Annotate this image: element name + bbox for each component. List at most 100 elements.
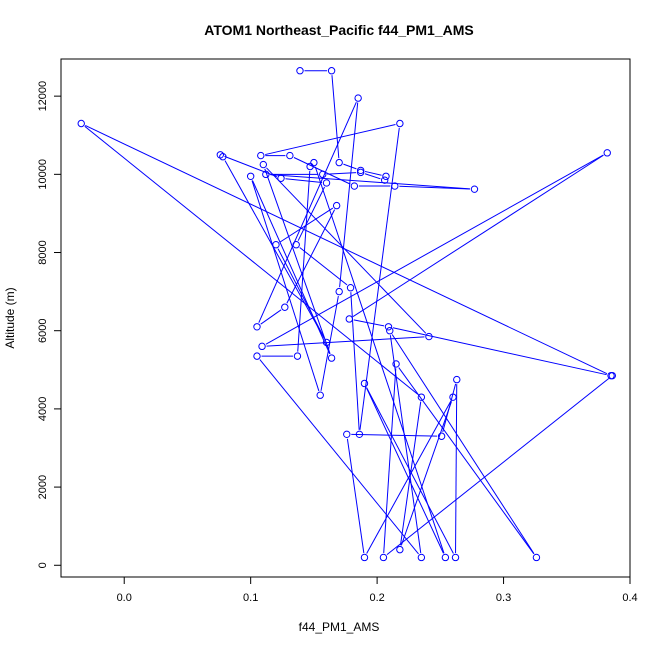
- chart-title: ATOM1 Northeast_Pacific f44_PM1_AMS: [204, 22, 473, 38]
- series-segment: [260, 309, 282, 325]
- data-point: [417, 553, 426, 562]
- data-point: [322, 338, 331, 347]
- series-segment: [331, 75, 340, 159]
- series-segment: [343, 163, 357, 170]
- x-tick-label: 0.1: [243, 592, 258, 604]
- series-segment: [258, 102, 357, 323]
- series-segment: [84, 125, 419, 395]
- x-tick-label: 0.0: [117, 592, 132, 604]
- series-segment: [327, 172, 357, 175]
- data-point: [355, 430, 364, 439]
- series-segment: [224, 155, 277, 178]
- data-point: [384, 323, 393, 331]
- data-point: [335, 287, 343, 296]
- series-segment: [85, 124, 608, 375]
- series-segment: [359, 127, 400, 430]
- data-point: [343, 430, 351, 439]
- data-point: [316, 391, 324, 399]
- data-point: [437, 432, 446, 440]
- x-tick-label: 0.3: [496, 592, 511, 604]
- series-segment: [265, 154, 604, 345]
- series-segment: [252, 180, 331, 355]
- data-point: [360, 379, 369, 388]
- data-point: [391, 182, 399, 190]
- series-segment: [314, 166, 445, 554]
- x-tick-label: 0.4: [622, 592, 637, 604]
- data-point: [345, 315, 353, 323]
- series-segment: [383, 368, 397, 553]
- series-segment: [339, 102, 359, 288]
- series-segment: [365, 387, 444, 554]
- data-point: [246, 172, 255, 180]
- series-segment: [400, 401, 452, 546]
- data-point: [306, 162, 314, 171]
- series-segment: [351, 433, 438, 437]
- data-point: [532, 553, 541, 562]
- data-point: [603, 149, 611, 157]
- data-point: [253, 352, 261, 360]
- data-point: [332, 201, 341, 210]
- data-point: [382, 172, 390, 180]
- series-segment: [364, 173, 381, 180]
- data-point: [272, 240, 280, 249]
- series-segment: [224, 160, 325, 339]
- series-segment: [265, 124, 396, 156]
- data-point: [354, 94, 362, 102]
- series-segment: [399, 185, 470, 190]
- series-segment: [286, 209, 336, 304]
- data-point: [258, 342, 266, 351]
- series-segment: [270, 174, 471, 190]
- data-point: [380, 176, 389, 184]
- series-segment: [389, 335, 422, 554]
- y-tick-label: 2000: [37, 475, 49, 499]
- x-tick-label: 0.2: [369, 592, 384, 604]
- series-segment: [285, 178, 323, 183]
- data-point: [470, 185, 479, 193]
- data-point: [346, 284, 355, 292]
- x-axis: 0.0 0.1 0.2 0.3 0.4: [117, 576, 638, 604]
- y-tick-label: 0: [37, 562, 49, 568]
- series-segment: [386, 378, 610, 556]
- data-point: [417, 393, 426, 401]
- data-point: [322, 179, 331, 187]
- series-segment: [392, 327, 607, 376]
- series-segment: [391, 334, 535, 554]
- data-point: [379, 553, 388, 562]
- series-segment: [266, 167, 427, 334]
- series-segment: [398, 367, 535, 555]
- series-segment: [259, 359, 419, 555]
- data-point: [396, 545, 404, 554]
- data-point: [356, 168, 365, 177]
- data-point: [259, 160, 268, 169]
- data-point: [327, 354, 336, 362]
- series-segment: [366, 400, 452, 554]
- y-axis: 0 2000 4000 6000 8000 10000 12000: [37, 81, 62, 568]
- y-tick-label: 12000: [37, 81, 49, 112]
- data-point: [356, 166, 365, 175]
- y-tick-label: 10000: [37, 159, 49, 190]
- data-point: [451, 553, 460, 562]
- y-tick-label: 4000: [37, 397, 49, 421]
- series-segment: [297, 170, 311, 352]
- y-tick-label: 6000: [37, 318, 49, 342]
- series-layer: [77, 67, 616, 562]
- data-point: [425, 332, 433, 341]
- data-point: [281, 303, 289, 311]
- series-segment: [264, 168, 331, 354]
- data-point: [253, 323, 261, 331]
- x-axis-label: f44_PM1_AMS: [299, 620, 380, 634]
- data-point: [293, 352, 302, 360]
- data-point: [277, 174, 285, 182]
- data-point: [257, 151, 265, 160]
- series-segment: [442, 383, 457, 433]
- series-segment: [352, 154, 604, 317]
- data-point: [296, 67, 304, 75]
- plot-area: [60, 58, 631, 578]
- data-point: [392, 360, 400, 368]
- data-point: [310, 158, 318, 167]
- data-point: [441, 553, 450, 562]
- data-point: [335, 158, 343, 167]
- data-point: [608, 371, 616, 380]
- series-segment: [251, 180, 320, 392]
